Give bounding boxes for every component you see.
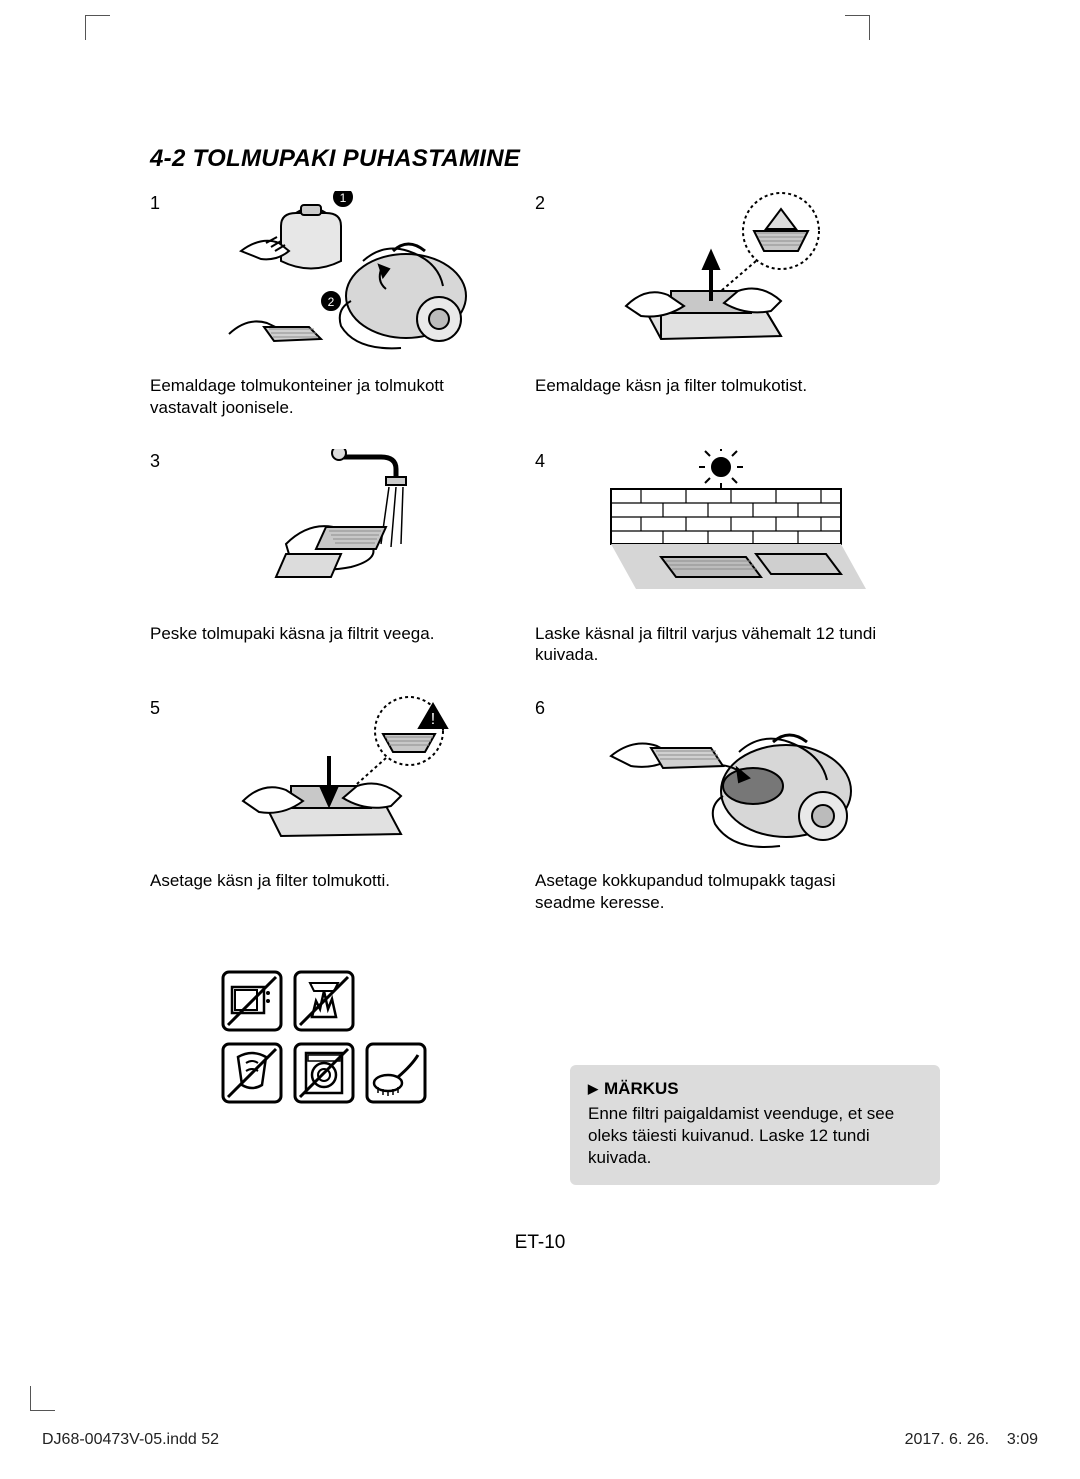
note-label: MÄRKUS xyxy=(588,1079,924,1099)
step-caption: Laske käsnal ja filtril varjus vähemalt … xyxy=(535,623,890,667)
prohibition-row-1 xyxy=(220,969,890,1033)
step-4: 4 xyxy=(535,449,890,667)
step-caption: Asetage kokkupandud tolmupakk tagasi sea… xyxy=(535,870,890,914)
no-dryer-icon xyxy=(220,1041,284,1105)
step-1-illustration: 2 xyxy=(186,191,505,361)
brush-icon xyxy=(364,1041,428,1105)
step-num: 5 xyxy=(150,696,168,719)
step-caption: Eemaldage käsn ja filter tolmukotist. xyxy=(535,375,890,397)
note-text: Enne filtri paigaldamist veenduge, et se… xyxy=(588,1103,924,1169)
step-5: 5 ! xyxy=(150,696,505,914)
step-6-illustration xyxy=(571,696,890,856)
no-microwave-icon xyxy=(220,969,284,1033)
step-2: 2 xyxy=(535,191,890,419)
step-num: 4 xyxy=(535,449,553,472)
step-3: 3 xyxy=(150,449,505,667)
crop-mark-tl xyxy=(85,15,110,40)
crop-mark-tr xyxy=(845,15,870,40)
svg-text:1: 1 xyxy=(339,191,346,205)
svg-text:!: ! xyxy=(430,711,434,728)
footer-left: DJ68-00473V-05.indd 52 xyxy=(42,1431,219,1449)
crop-mark-bl xyxy=(30,1386,55,1411)
no-fire-icon xyxy=(292,969,356,1033)
step-num: 2 xyxy=(535,191,553,214)
step-caption: Peske tolmupaki käsna ja filtrit veega. xyxy=(150,623,505,645)
step-caption: Asetage käsn ja filter tolmukotti. xyxy=(150,870,505,892)
steps-grid: 1 xyxy=(150,191,890,914)
step-num: 3 xyxy=(150,449,168,472)
section-title: 4-2 TOLMUPAKI PUHASTAMINE xyxy=(150,145,890,173)
step-2-illustration xyxy=(571,191,890,361)
step-5-illustration: ! xyxy=(186,696,505,856)
step-num: 1 xyxy=(150,191,168,214)
footer-right: 2017. 6. 26. 3:09 xyxy=(905,1431,1038,1449)
step-num: 6 xyxy=(535,696,553,719)
step-caption: Eemaldage tolmukonteiner ja tolmukott va… xyxy=(150,375,505,419)
note-box: MÄRKUS Enne filtri paigaldamist veenduge… xyxy=(570,1065,940,1185)
step-1: 1 xyxy=(150,191,505,419)
step-4-illustration xyxy=(571,449,890,609)
page-number: ET-10 xyxy=(0,1232,1080,1254)
no-washer-icon xyxy=(292,1041,356,1105)
svg-text:2: 2 xyxy=(327,295,334,309)
step-6: 6 xyxy=(535,696,890,914)
step-3-illustration xyxy=(186,449,505,609)
